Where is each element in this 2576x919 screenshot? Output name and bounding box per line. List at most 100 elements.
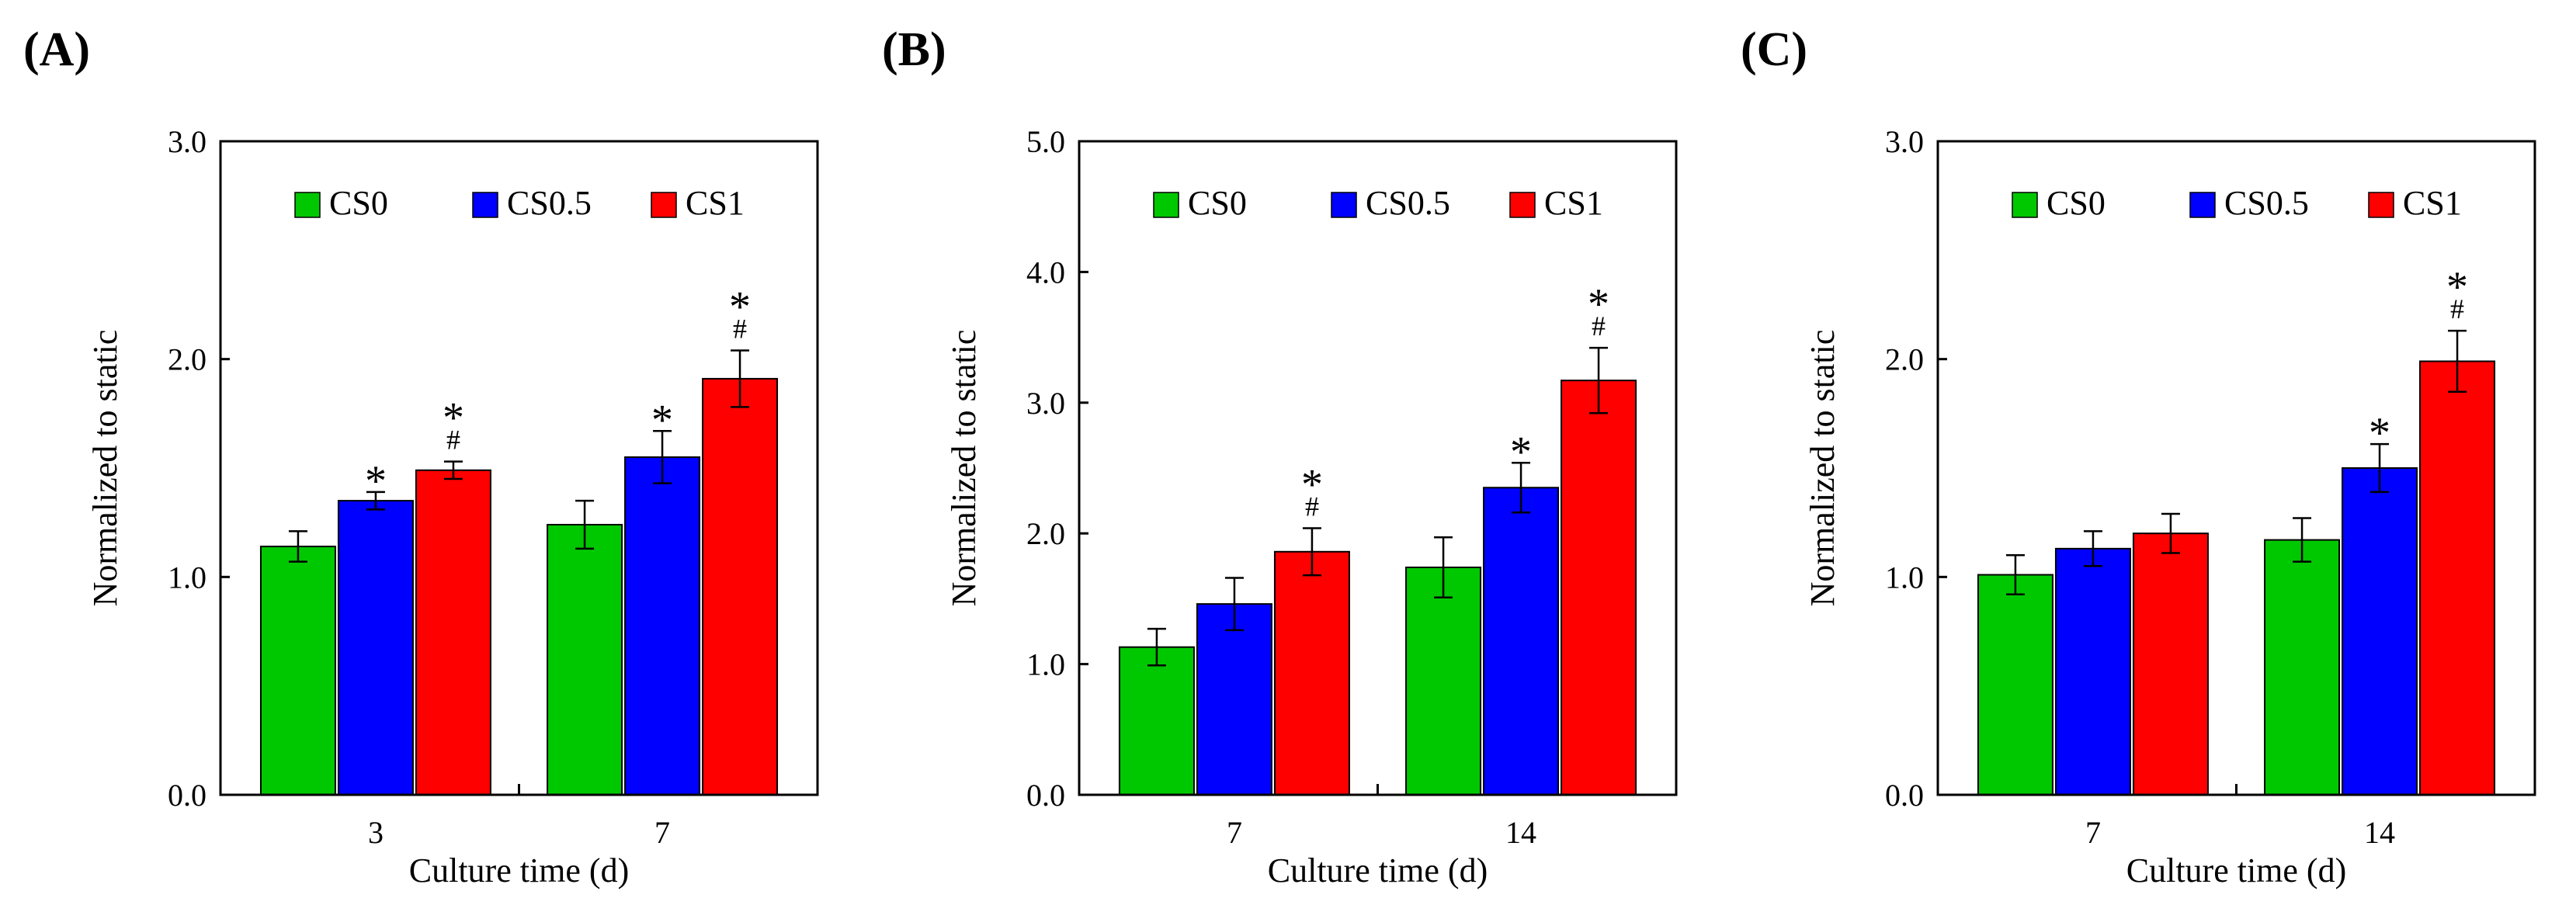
bar-cs0-14: [2264, 539, 2341, 796]
error-bar-cs0-7: [575, 499, 595, 550]
legend-label-cs0: CS0: [1188, 184, 1247, 222]
significance-star: *: [1301, 460, 1323, 508]
bar-cs1-7: [702, 377, 779, 796]
x-tick-label: 3: [368, 815, 384, 850]
error-bar-cs1-14: [2448, 329, 2467, 394]
bar-cs0-5-14: [1483, 487, 1560, 796]
x-axis-title: Culture time (d): [409, 851, 630, 890]
legend-swatch-cs0: [2012, 192, 2038, 218]
y-tick-label: 1.0: [1885, 560, 1924, 595]
legend-swatch-cs0: [294, 192, 321, 218]
x-tick-label: 14: [2364, 815, 2395, 850]
bar-cs0-7: [1977, 574, 2054, 796]
significance-star: *: [651, 396, 673, 444]
y-axis-title: Normalized to static: [86, 330, 124, 607]
legend-swatch-cs1: [1509, 192, 1536, 218]
error-bar-cs0-14: [2293, 517, 2312, 563]
error-bar-cs1-3: [443, 460, 463, 480]
error-bar-cs0-5-7: [653, 430, 672, 484]
y-tick-label: 3.0: [1026, 386, 1065, 421]
bar-cs0-14: [1405, 566, 1482, 796]
panel-b: (B) # * * # * 0.0 1.0 2.0 3.0 4.0 5.0 7 14 Culture tim…: [859, 0, 1717, 919]
bar-cs0-5-14: [2342, 467, 2418, 796]
legend-label-cs0-5: CS0.5: [1366, 184, 1450, 222]
x-tick-label: 7: [654, 815, 670, 850]
legend-swatch-cs1: [651, 192, 677, 218]
significance-star: *: [1588, 280, 1609, 328]
y-tick-label: 2.0: [168, 342, 207, 377]
legend-label-cs0-5: CS0.5: [507, 184, 592, 222]
x-tick-label: 14: [1505, 815, 1536, 850]
y-tick-label: 1.0: [1026, 647, 1065, 682]
error-bar-cs0-5-3: [366, 491, 385, 511]
significance-hash: #: [2450, 293, 2464, 324]
bar-cs1-14: [1561, 380, 1637, 796]
bar-cs0-7: [547, 523, 623, 796]
significance-hash: #: [733, 313, 747, 344]
bar-cs1-3: [415, 469, 491, 796]
x-tick-label: 7: [2085, 815, 2101, 850]
error-bar-cs0-7: [2005, 554, 2025, 596]
error-bar-cs0-14: [1434, 536, 1453, 598]
y-tick-label: 1.0: [168, 560, 207, 595]
error-bar-cs1-7: [1302, 527, 1321, 577]
y-tick-label: 4.0: [1026, 255, 1065, 290]
bar-cs1-7: [1273, 550, 1350, 796]
y-tick-label: 0.0: [1885, 778, 1924, 813]
legend-label-cs0: CS0: [329, 184, 388, 222]
significance-star: *: [2446, 263, 2468, 311]
y-tick-label: 0.0: [1026, 778, 1065, 813]
x-axis-title: Culture time (d): [1268, 851, 1488, 890]
x-axis-title: Culture time (d): [2126, 851, 2347, 890]
legend-label-cs0: CS0: [2047, 184, 2106, 222]
legend-swatch-cs0-5: [2189, 192, 2216, 218]
legend-swatch-cs0: [1153, 192, 1179, 218]
error-bar-cs0-7: [1147, 627, 1166, 667]
panel-label: (B): [882, 23, 946, 76]
bar-cs0-3: [259, 546, 336, 796]
error-bar-cs1-14: [1589, 346, 1609, 414]
error-bar-cs0-5-7: [2083, 530, 2102, 567]
significance-star: *: [1510, 428, 1532, 476]
y-tick-label: 2.0: [1885, 342, 1924, 377]
bar-cs0-7: [1118, 646, 1195, 796]
legend-label-cs0-5: CS0.5: [2224, 184, 2309, 222]
y-tick-label: 0.0: [168, 778, 207, 813]
x-tick-label: 7: [1227, 815, 1242, 850]
y-tick-label: 3.0: [168, 124, 207, 159]
error-bar-cs0-5-14: [2370, 442, 2390, 494]
significance-star: *: [443, 394, 464, 442]
bar-cs0-5-7: [624, 456, 701, 796]
error-bar-cs1-7: [2161, 512, 2180, 554]
y-tick-label: 3.0: [1885, 124, 1924, 159]
error-bar-cs0-5-14: [1512, 462, 1531, 514]
legend-swatch-cs0-5: [472, 192, 498, 218]
error-bar-cs0-3: [288, 530, 307, 563]
error-bar-cs1-7: [731, 349, 750, 408]
panel-label: (C): [1741, 23, 1807, 76]
y-axis-title: Normalized to static: [1804, 330, 1842, 607]
panel-a: (A) * # * * # * 0.0 1.0 2.0 3.0 3 7 Culture time (d) N…: [0, 0, 859, 919]
bar-cs0-5-7: [2054, 547, 2131, 796]
significance-star: *: [2369, 409, 2390, 457]
bar-cs0-5-3: [337, 500, 414, 796]
legend-swatch-cs1: [2368, 192, 2394, 218]
significance-hash: #: [1305, 491, 1319, 522]
legend-label-cs1: CS1: [1544, 184, 1603, 222]
y-axis-title: Normalized to static: [945, 330, 983, 607]
panel-c: (C) * # * 0.0 1.0 2.0 3.0 7 14 Culture time (d) Nor…: [1717, 0, 2576, 919]
legend-swatch-cs0-5: [1331, 192, 1357, 218]
significance-hash: #: [446, 425, 460, 456]
significance-hash: #: [1592, 310, 1606, 342]
legend-label-cs1: CS1: [2403, 184, 2462, 222]
bar-cs1-7: [2132, 532, 2209, 796]
y-tick-label: 5.0: [1026, 124, 1065, 159]
y-tick-label: 2.0: [1026, 516, 1065, 551]
bar-cs1-14: [2419, 360, 2496, 796]
error-bar-cs0-5-7: [1224, 577, 1244, 632]
significance-star: *: [365, 457, 387, 505]
panel-label: (A): [23, 23, 90, 76]
